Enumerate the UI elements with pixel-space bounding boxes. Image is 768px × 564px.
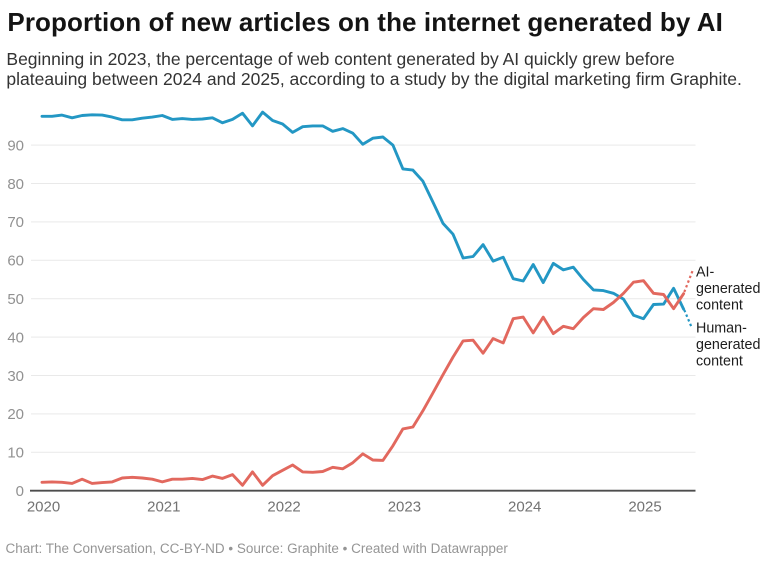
svg-text:2023: 2023 <box>388 499 421 516</box>
svg-text:AI-: AI- <box>696 264 715 280</box>
svg-text:2025: 2025 <box>628 499 661 516</box>
svg-text:70: 70 <box>7 214 24 231</box>
svg-text:Human-: Human- <box>696 320 747 336</box>
svg-text:80: 80 <box>7 176 24 193</box>
svg-text:2022: 2022 <box>267 499 300 516</box>
svg-text:60: 60 <box>7 253 24 270</box>
svg-text:2021: 2021 <box>147 499 180 516</box>
svg-text:generated: generated <box>696 337 760 353</box>
svg-text:content: content <box>696 298 743 314</box>
svg-text:generated: generated <box>696 281 760 297</box>
svg-text:40: 40 <box>7 329 24 346</box>
svg-text:30: 30 <box>7 368 24 385</box>
svg-text:0: 0 <box>16 483 24 500</box>
svg-text:50: 50 <box>7 291 24 308</box>
svg-text:2024: 2024 <box>508 499 541 516</box>
svg-text:content: content <box>696 354 743 370</box>
svg-text:2020: 2020 <box>27 499 60 516</box>
svg-text:10: 10 <box>7 445 24 462</box>
svg-text:20: 20 <box>7 406 24 423</box>
svg-text:90: 90 <box>7 137 24 154</box>
